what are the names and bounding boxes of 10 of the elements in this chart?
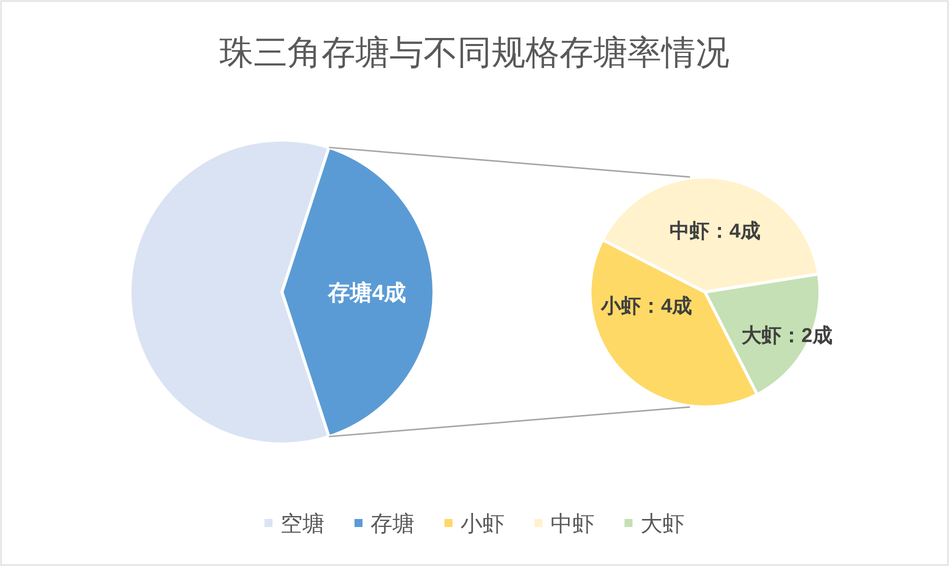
legend-label: 存塘 bbox=[370, 511, 414, 536]
legend-label: 中虾 bbox=[550, 511, 594, 536]
data-label: 大虾：2成 bbox=[741, 324, 833, 347]
legend-label: 大虾 bbox=[640, 511, 684, 536]
data-label: 中虾：4成 bbox=[669, 220, 760, 243]
data-label: 小虾：4成 bbox=[600, 295, 692, 318]
chart-title: 珠三角存塘与不同规格存塘率情况 bbox=[220, 34, 730, 72]
legend-label: 小虾 bbox=[460, 511, 504, 536]
data-label: 存塘4成 bbox=[326, 280, 406, 305]
legend-label: 空塘 bbox=[280, 511, 324, 536]
